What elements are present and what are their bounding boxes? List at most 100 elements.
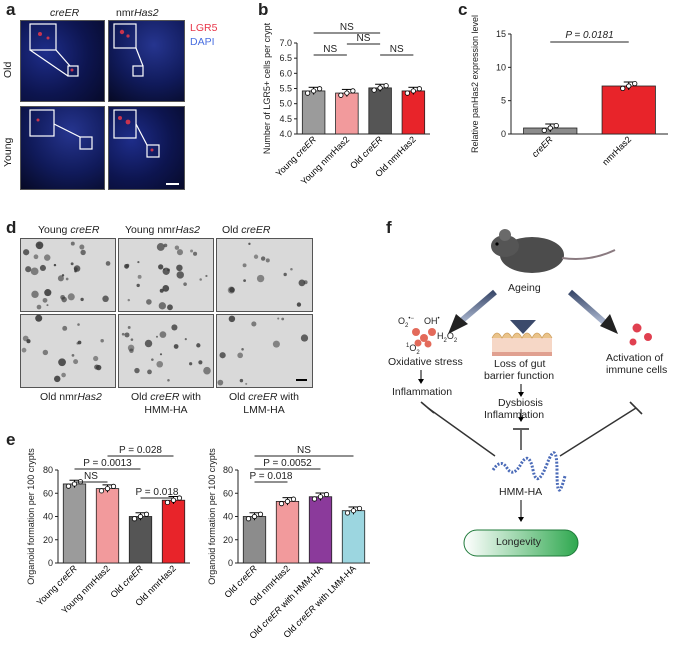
chart-e2-sig-label: P = 0.0052	[263, 458, 312, 469]
chart-e1-point	[65, 483, 72, 489]
chart-e2-ytick-label: 0	[228, 558, 233, 568]
chart-e2-ytick-label: 40	[223, 512, 233, 522]
chart-b-point	[311, 88, 317, 94]
dysbiosis-label: Dysbiosis	[498, 397, 543, 409]
chart-b-ytick-label: 6.5	[279, 53, 292, 63]
chart-e1-ytick-label: 40	[43, 512, 53, 522]
chart-e2-bar	[341, 510, 366, 564]
chart-b-bar	[368, 87, 392, 135]
chart-c-point	[547, 125, 553, 131]
chart-e2-point	[257, 511, 264, 517]
chart-e2-bar	[308, 496, 333, 564]
panel-letter-f: f	[386, 218, 392, 237]
chart-b-point	[404, 90, 410, 96]
chart-c-ytick-label: 15	[496, 29, 506, 39]
chart-b-ytick-label: 5.0	[279, 99, 292, 109]
chart-e1-ytick-label: 80	[43, 465, 53, 475]
panel-d-label-hmm: Old creER with HMM-HA	[130, 391, 202, 416]
chart-b-bar	[301, 90, 326, 135]
chart-e1-point	[104, 485, 111, 492]
chart-b-sig-label: NS	[340, 22, 354, 33]
panel-letter-d: d	[6, 218, 17, 237]
ros-oh: OH•	[424, 316, 440, 326]
chart-e1-ytick-label: 0	[48, 558, 53, 568]
longevity-label: Longevity	[496, 536, 541, 548]
panel-d-label-young-creer: Young creER	[38, 224, 100, 236]
organoid-old-nmrhas2	[20, 314, 116, 388]
chart-c-point	[626, 83, 632, 89]
chart-e1-point	[170, 497, 177, 503]
chart-e2-point	[245, 516, 252, 522]
chart-b-ytick-label: 7.0	[279, 38, 292, 48]
chart-e2-ytick-label: 80	[223, 465, 233, 475]
chart-c-point	[541, 127, 547, 133]
chart-b-sig-label: NS	[323, 44, 337, 55]
organoid-old-creer	[216, 238, 313, 312]
ros-singlet: 1O2	[406, 343, 420, 356]
chart-b-point	[338, 92, 344, 98]
chart-b-point	[371, 87, 377, 93]
chart-e2-point	[290, 496, 297, 502]
chart-e2-bar	[275, 500, 300, 564]
chart-e1-point	[143, 511, 150, 517]
panel-d-label-old-nmrhas2: Old nmrHas2	[40, 391, 102, 403]
chart-e2-point	[317, 494, 324, 500]
oxidative-stress-label: Oxidative stress	[388, 356, 463, 368]
chart-b-ytick-label: 4.5	[279, 114, 292, 124]
chart-c-xtick-label: nmrHas2	[600, 134, 633, 167]
chart-b-point	[377, 85, 383, 91]
chart-c-ytick-label: 0	[501, 129, 506, 139]
mouse-icon	[491, 229, 616, 273]
ageing-label: Ageing	[508, 282, 541, 294]
legend-lgr5: LGR5	[190, 22, 218, 34]
inflammation-mid-label: Inflammation	[484, 409, 545, 421]
chart-e2-point	[344, 510, 351, 516]
activation-label-1: Activation of	[606, 352, 664, 364]
panel-d-label-lmm: Old creER with LMM-HA	[228, 391, 300, 416]
chart-e1-point	[98, 488, 105, 494]
chart-b-bar	[401, 90, 426, 135]
chart-e1-bar	[95, 488, 120, 564]
chart-e2-ytick-label: 20	[223, 535, 233, 545]
chart-b-point	[305, 90, 311, 96]
organoid-old-creer-lmm-ha	[216, 314, 313, 388]
chart-e1-sig-label: P = 0.018	[136, 487, 179, 498]
organoid-young-nmrhas2	[118, 238, 214, 312]
chart-b-ytick-label: 6.0	[279, 68, 292, 78]
panel-letter-e: e	[6, 430, 16, 449]
chart-b-bar	[335, 92, 359, 135]
chart-b-point	[317, 86, 323, 92]
chart-e1-bar	[161, 499, 186, 564]
chart-e1-ylabel: Organoid formation per 100 crypts	[26, 448, 36, 585]
chart-e2-ytick-label: 60	[223, 488, 233, 498]
chart-e1-point	[176, 495, 183, 501]
panel-d-label-old-creer: Old creER	[222, 224, 271, 236]
activation-label-2: immune cells	[606, 364, 668, 376]
chart-e1-point	[164, 499, 171, 506]
chart-b-point	[383, 83, 389, 89]
chart-e1-bar	[62, 483, 87, 564]
chart-e1-sig-label: P = 0.0013	[83, 458, 132, 469]
chart-e2-bar	[242, 516, 267, 564]
chart-b-sig-label: NS	[390, 44, 404, 55]
chart-e2-point	[311, 496, 318, 502]
chart-e2-point	[284, 498, 291, 504]
chart-b-ylabel: Number of LGR5+ cells per crypt	[262, 22, 272, 154]
panel-letter-c: c	[458, 0, 468, 19]
chart-e2-point	[323, 491, 330, 498]
chart-e2-point	[350, 508, 357, 514]
chart-b-point	[410, 88, 416, 94]
inflammation-left-label: Inflammation	[392, 386, 453, 398]
ros-o2: O2•−	[398, 316, 414, 329]
chart-e1-sig-label: P = 0.028	[119, 445, 162, 456]
chart-c-point	[632, 81, 638, 87]
ros-h2o2: H2O2	[437, 331, 458, 344]
gut-barrier-icon	[491, 332, 553, 356]
panel-d-label-young-nmrhas2: Young nmrHas2	[125, 224, 200, 236]
chart-e2-ylabel: Organoid formation per 100 crypts	[207, 448, 217, 585]
chart-b-ytick-label: 4.0	[279, 129, 292, 139]
chart-e2-sig-label: NS	[297, 445, 311, 456]
chart-c-bar	[601, 85, 656, 135]
panel-a-col2: nmrHas2	[116, 7, 159, 19]
